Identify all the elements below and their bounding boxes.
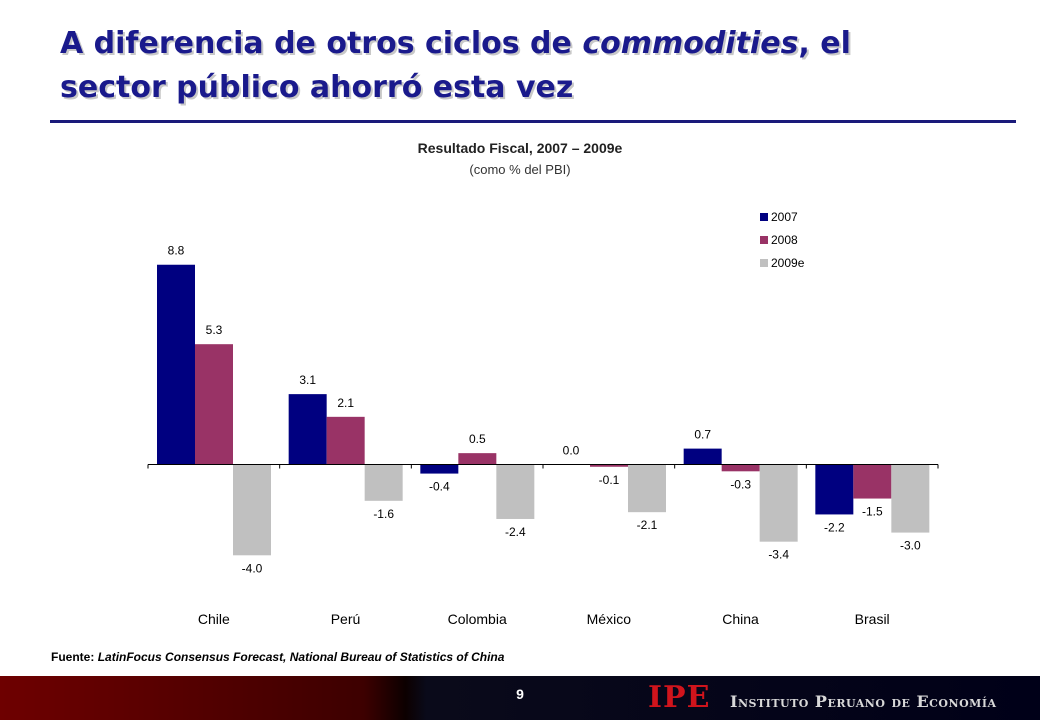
category-label-china: China [722,611,759,627]
data-label-brasil-2007: -2.2 [824,520,845,534]
bar-china-2009e [759,464,798,542]
bar-peru-2007 [288,394,327,465]
bar-peru-2009e [364,464,403,501]
category-label-chile: Chile [198,611,230,627]
labels-layer: 8.8 5.3 -4.0 Chile 3.1 2.1 -1.6 Perú -0.4 0.5 -2.4… [168,244,921,627]
data-label-peru-2009e: -1.6 [373,507,394,521]
bar-colombia-2008 [458,453,497,465]
bar-china-2008 [721,464,760,472]
legend-swatch-2008 [760,235,768,244]
axis-layer [147,464,939,469]
legend-label-2008: 2008 [771,232,798,247]
bar-colombia-2007 [420,464,459,474]
data-label-mexico-2008: -0.1 [599,473,620,487]
data-label-china-2008: -0.3 [730,477,751,491]
legend-item-2009e: 2009e [760,251,804,274]
title-text-b: , el [798,26,851,61]
bar-colombia-2009e [496,464,535,519]
bar-peru-2008 [326,416,365,465]
source-label: Fuente: [51,650,95,664]
footer-bar: 9 IPE Instituto Peruano de Economía [0,676,1040,720]
data-label-colombia-2007: -0.4 [429,480,450,494]
data-label-chile-2009e: -4.0 [242,561,263,575]
ipe-logo: IPE [648,680,711,715]
legend-swatch-2009e [760,258,768,267]
legend-swatch-2007 [760,212,768,221]
bar-chile-2007 [157,264,195,465]
title-line-1: A diferencia de otros ciclos de commodit… [60,22,1010,66]
title-line-2: sector público ahorró esta vez [60,70,574,105]
bars-layer [157,264,930,556]
category-label-brasil: Brasil [855,611,890,627]
institute-name: Instituto Peruano de Economía [730,692,997,711]
bar-mexico-2008 [590,464,628,467]
title-text-emphasis: commodities [582,26,799,61]
category-label-peru: Perú [331,611,361,627]
category-label-mexico: México [587,611,632,627]
bar-brasil-2008 [853,464,892,499]
chart-title: Resultado Fiscal, 2007 – 2009e [417,140,623,156]
legend-item-2008: 2008 [760,228,804,251]
title-text-a: A diferencia de otros ciclos de [60,26,583,61]
legend-label-2007: 2007 [771,209,798,224]
source-text: LatinFocus Consensus Forecast, National … [97,650,505,664]
data-label-brasil-2008: -1.5 [862,505,883,519]
data-label-china-2009e: -3.4 [768,548,789,562]
chart-subtitle: (como % del PBI) [469,162,571,177]
slide-title: A diferencia de otros ciclos de commodit… [60,22,1010,110]
data-label-chile-2008: 5.3 [206,323,223,337]
bar-brasil-2007 [815,464,854,515]
bar-brasil-2009e [891,464,930,533]
data-label-mexico-2007: 0.0 [563,444,580,458]
legend-label-2009e: 2009e [771,255,805,270]
bar-chile-2008 [195,344,233,465]
data-label-brasil-2009e: -3.0 [900,539,921,553]
page-number: 9 [516,686,524,702]
data-label-colombia-2009e: -2.4 [505,525,526,539]
chart-legend: 2007 2008 2009e [760,205,804,274]
data-label-chile-2007: 8.8 [168,244,185,258]
category-label-colombia: Colombia [448,611,507,627]
bar-chart: 8.8 5.3 -4.0 Chile 3.1 2.1 -1.6 Perú -0.4 0.5 -2.4… [147,244,939,627]
data-label-china-2007: 0.7 [694,428,711,442]
bar-mexico-2009e [628,464,666,513]
bar-china-2007 [683,448,722,465]
legend-item-2007: 2007 [760,205,804,228]
data-label-peru-2007: 3.1 [299,373,316,387]
title-divider [50,120,1016,123]
data-label-colombia-2008: 0.5 [469,432,486,446]
source-note: Fuente: LatinFocus Consensus Forecast, N… [51,650,504,664]
data-label-peru-2008: 2.1 [337,396,354,410]
data-label-mexico-2009e: -2.1 [637,518,658,532]
bar-chile-2009e [233,464,271,556]
